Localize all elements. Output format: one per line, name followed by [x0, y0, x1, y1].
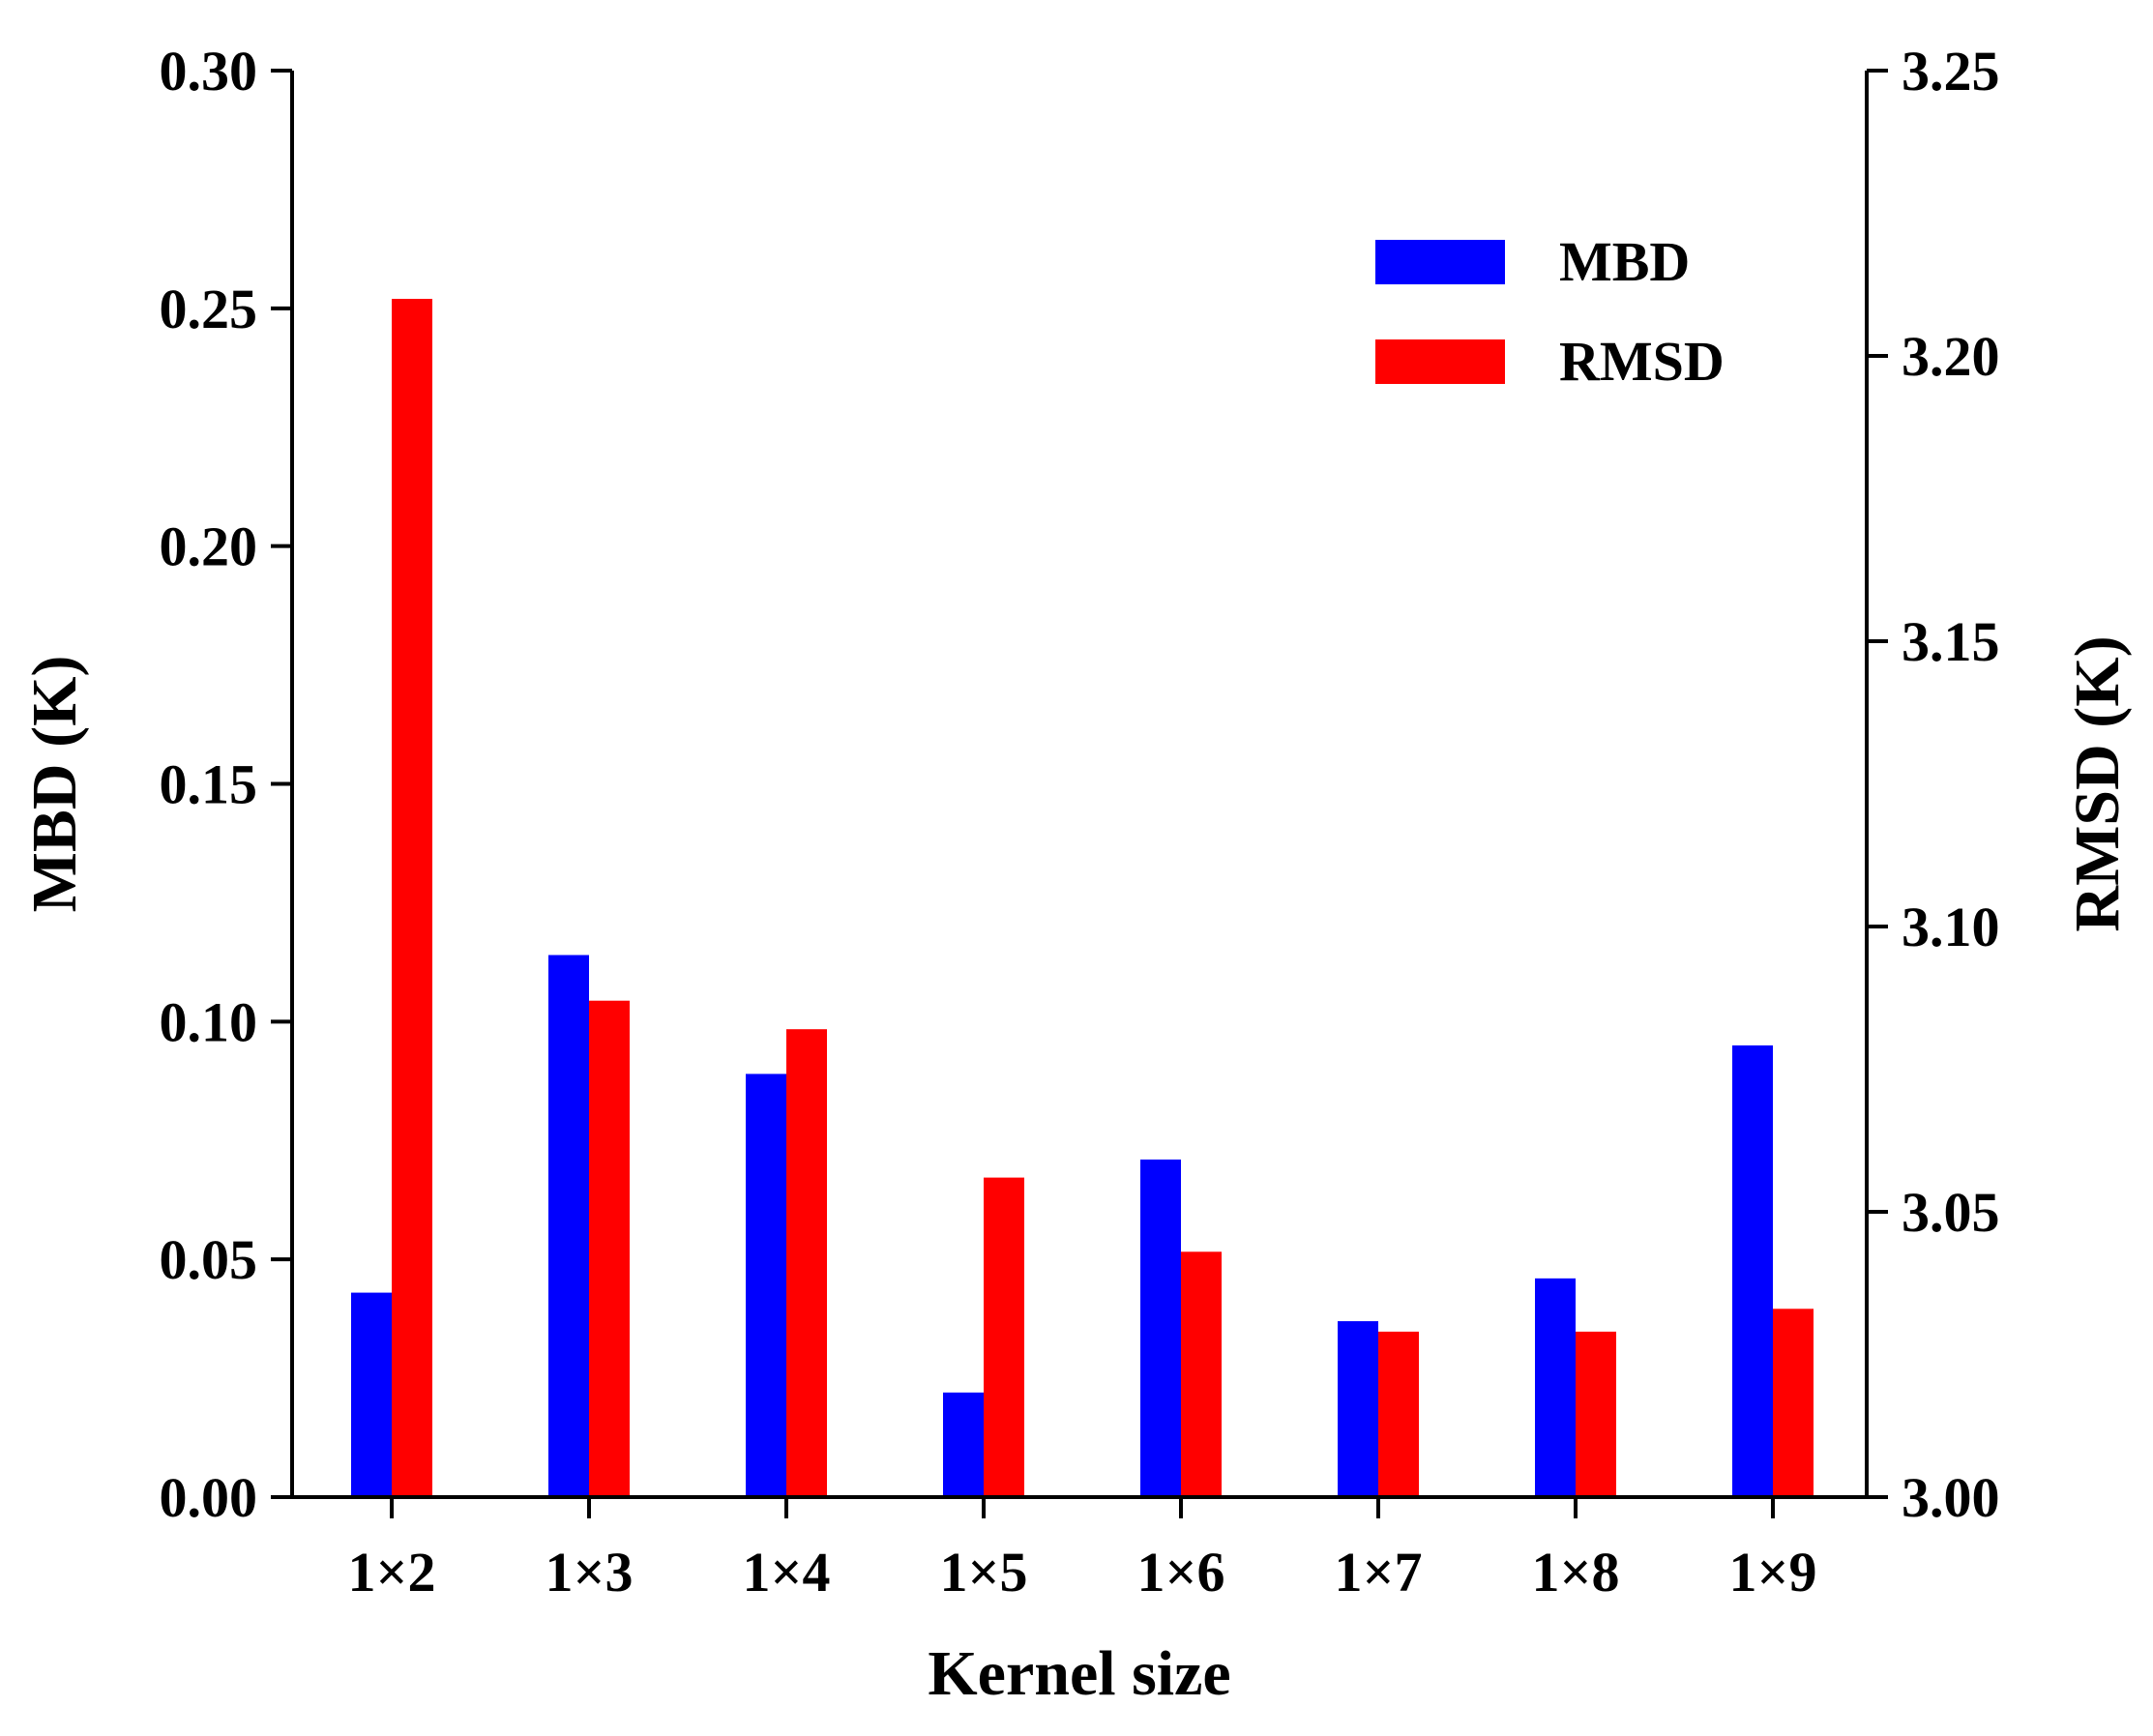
ticks-group: 0.00 0.05 0.10 0.15 0.20 0.25 0.30 3.00 3.05 3.10…	[160, 40, 2000, 1604]
x-tick-label: 1×5	[939, 1541, 1027, 1604]
bars-group	[351, 299, 1814, 1497]
x-tick-label: 1×7	[1334, 1541, 1422, 1604]
right-y-tick-label: 3.10	[1902, 896, 2000, 958]
x-axis-title: Kernel size	[928, 1638, 1230, 1709]
right-y-tick-label: 3.15	[1902, 610, 2000, 673]
x-tick-label: 1×3	[545, 1541, 633, 1604]
legend-label-mbd: MBD	[1559, 230, 1690, 293]
left-y-tick-label: 0.05	[160, 1228, 258, 1291]
x-tick-label: 1×6	[1136, 1541, 1224, 1604]
mbd-bar-1	[351, 1292, 392, 1497]
right-y-tick-label: 3.20	[1902, 325, 2000, 388]
legend-swatch-rmsd	[1375, 339, 1505, 384]
left-y-axis-title: MBD (K)	[19, 656, 90, 913]
legend: MBD RMSD	[1375, 230, 1725, 393]
left-y-tick-label: 0.25	[160, 278, 258, 340]
right-y-tick-label: 3.05	[1902, 1181, 2000, 1244]
right-y-tick-label: 3.25	[1902, 40, 2000, 103]
rmsd-bar-2	[589, 1000, 630, 1497]
rmsd-bar-4	[984, 1177, 1024, 1497]
x-tick-label: 1×8	[1531, 1541, 1619, 1604]
left-y-tick-label: 0.15	[160, 753, 258, 816]
rmsd-bar-3	[786, 1029, 827, 1497]
mbd-bar-3	[746, 1074, 786, 1497]
x-tick-label: 1×4	[742, 1541, 830, 1604]
mbd-bar-7	[1535, 1278, 1576, 1497]
rmsd-bar-8	[1773, 1309, 1814, 1497]
left-y-tick-label: 0.20	[160, 515, 258, 578]
left-y-tick-label: 0.00	[160, 1466, 258, 1529]
rmsd-bar-7	[1576, 1331, 1616, 1497]
rmsd-bar-6	[1378, 1331, 1419, 1497]
x-tick-label: 1×9	[1728, 1541, 1816, 1604]
mbd-bar-5	[1140, 1159, 1181, 1497]
mbd-bar-8	[1732, 1045, 1773, 1497]
left-y-tick-label: 0.30	[160, 40, 258, 103]
rmsd-bar-1	[392, 299, 432, 1497]
legend-swatch-mbd	[1375, 240, 1505, 284]
rmsd-bar-5	[1181, 1251, 1222, 1497]
right-y-tick-label: 3.00	[1902, 1466, 2000, 1529]
mbd-bar-2	[548, 955, 589, 1497]
right-y-axis-title: RMSD (K)	[2062, 635, 2133, 931]
left-y-tick-label: 0.10	[160, 990, 258, 1053]
mbd-bar-4	[943, 1392, 984, 1497]
x-tick-label: 1×2	[347, 1541, 435, 1604]
mbd-bar-6	[1338, 1321, 1378, 1497]
legend-label-rmsd: RMSD	[1559, 330, 1725, 393]
